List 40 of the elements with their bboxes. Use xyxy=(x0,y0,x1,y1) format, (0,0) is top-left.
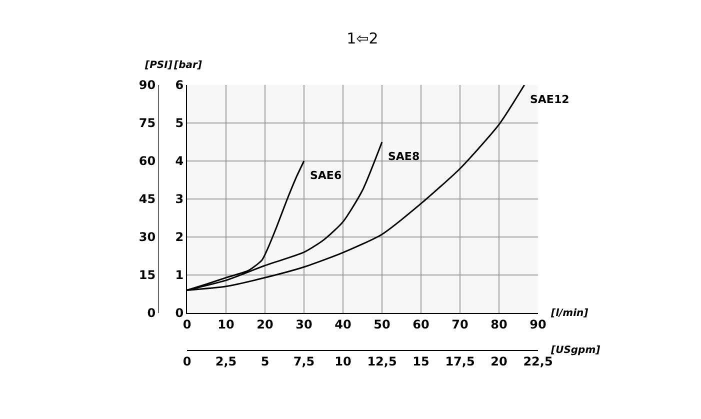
x-axis-title: [l/min] xyxy=(550,308,589,319)
y-tick-label: 2 xyxy=(175,230,184,244)
y-tick-label: 6 xyxy=(175,78,184,92)
x2-tick-label: 5 xyxy=(260,354,270,368)
x2-tick-label: 15 xyxy=(412,354,430,368)
y-tick-label: 4 xyxy=(175,154,184,168)
x-tick-label: 60 xyxy=(412,317,430,332)
y2-tick-label: 15 xyxy=(138,268,156,282)
chart-title: 1⇦2 xyxy=(346,29,378,48)
x-tick-label: 70 xyxy=(452,317,468,332)
series-label: SAE8 xyxy=(388,150,420,163)
y-tick-label: 1 xyxy=(175,268,184,282)
x2-axis-title: [USgpm] xyxy=(550,345,601,356)
x-tick-label: 20 xyxy=(256,317,274,332)
x2-tick-label: 22,5 xyxy=(523,354,553,368)
x-tick-label: 10 xyxy=(218,317,234,332)
y-tick-label: 5 xyxy=(175,116,184,130)
y-axis-title: [bar] xyxy=(173,60,202,71)
x2-tick-label: 12,5 xyxy=(367,354,397,368)
x2-tick-label: 10 xyxy=(334,354,352,368)
y2-tick-label: 75 xyxy=(138,116,156,130)
y2-tick-label: 60 xyxy=(138,154,156,168)
y2-tick-label: 90 xyxy=(138,78,156,92)
x-tick-label: 80 xyxy=(490,317,508,332)
series-label: SAE12 xyxy=(530,93,570,106)
series-label: SAE6 xyxy=(310,169,342,182)
x2-tick-label: 7,5 xyxy=(293,354,315,368)
y2-tick-label: 45 xyxy=(138,192,156,206)
x-tick-label: 40 xyxy=(334,317,352,332)
x2-tick-label: 20 xyxy=(490,354,508,368)
x-tick-label: 30 xyxy=(296,317,312,332)
x2-tick-label: 2,5 xyxy=(215,354,237,368)
x-tick-label: 90 xyxy=(530,317,546,332)
x2-tick-label: 17,5 xyxy=(445,354,475,368)
y2-axis-title: [PSI] xyxy=(144,60,173,71)
x-tick-label: 50 xyxy=(374,317,390,332)
y-tick-label: 0 xyxy=(175,306,184,320)
y-tick-label: 3 xyxy=(175,192,184,206)
y2-tick-label: 0 xyxy=(147,306,156,320)
y2-tick-label: 30 xyxy=(138,230,156,244)
